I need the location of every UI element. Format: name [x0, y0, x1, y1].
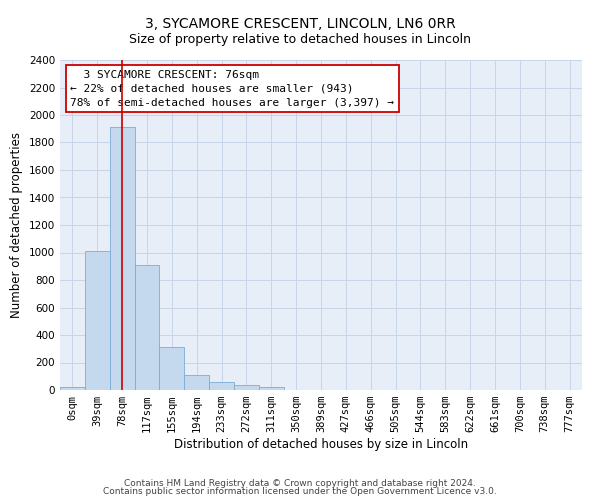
Bar	[60, 387, 85, 390]
Text: Contains public sector information licensed under the Open Government Licence v3: Contains public sector information licen…	[103, 487, 497, 496]
Y-axis label: Number of detached properties: Number of detached properties	[10, 132, 23, 318]
Bar	[134, 265, 160, 390]
Bar	[209, 382, 234, 390]
Bar	[85, 251, 110, 390]
Text: 3 SYCAMORE CRESCENT: 76sqm
← 22% of detached houses are smaller (943)
78% of sem: 3 SYCAMORE CRESCENT: 76sqm ← 22% of deta…	[70, 70, 394, 108]
Bar	[259, 387, 284, 390]
Text: 3, SYCAMORE CRESCENT, LINCOLN, LN6 0RR: 3, SYCAMORE CRESCENT, LINCOLN, LN6 0RR	[145, 18, 455, 32]
Bar	[234, 385, 259, 390]
Text: Contains HM Land Registry data © Crown copyright and database right 2024.: Contains HM Land Registry data © Crown c…	[124, 478, 476, 488]
Bar	[160, 348, 184, 390]
Bar	[184, 375, 209, 390]
X-axis label: Distribution of detached houses by size in Lincoln: Distribution of detached houses by size …	[174, 438, 468, 451]
Text: Size of property relative to detached houses in Lincoln: Size of property relative to detached ho…	[129, 32, 471, 46]
Bar	[110, 128, 134, 390]
